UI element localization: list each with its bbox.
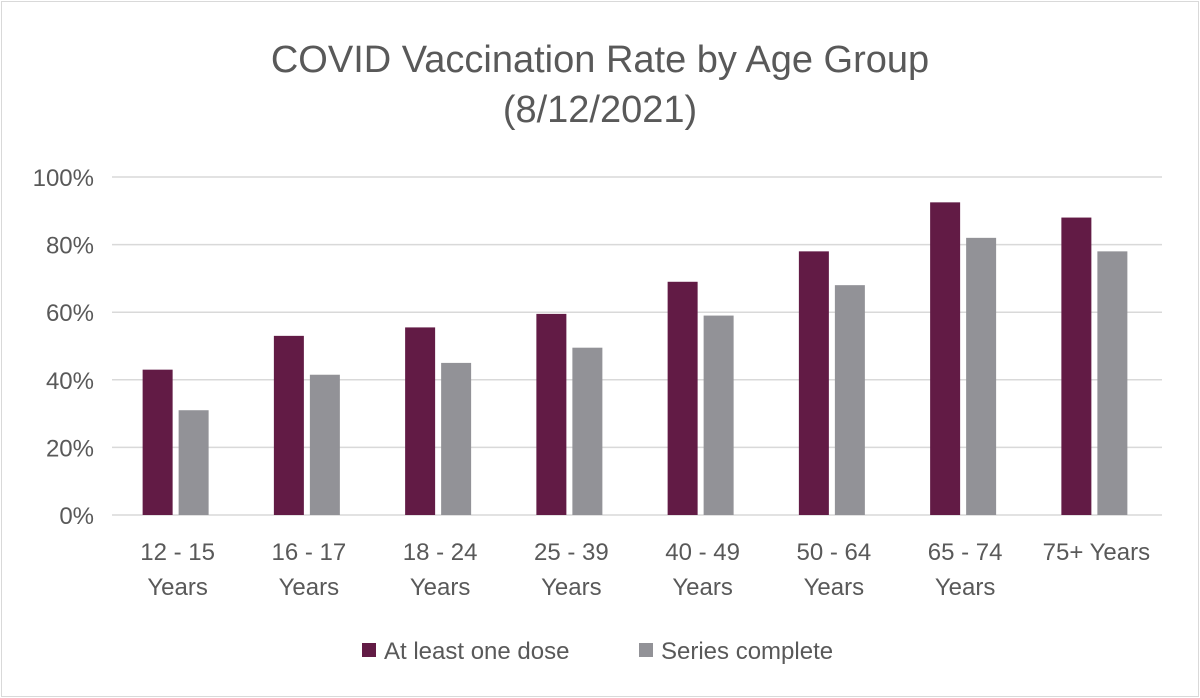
x-tick-label-1-line-0: 16 - 17 [272, 539, 347, 566]
bar-series-complete-5 [834, 285, 865, 515]
bar-at-least-one-dose-3 [536, 313, 567, 515]
x-tick-label-4-line-1: Years [672, 574, 733, 601]
x-tick-label-1-line-1: Years [279, 574, 340, 601]
x-tick-label-6-line-1: Years [935, 574, 996, 601]
y-tick-label-0: 0% [59, 503, 94, 530]
legend-swatch-0 [362, 643, 376, 657]
bar-at-least-one-dose-7 [1061, 217, 1092, 515]
x-tick-label-5-line-1: Years [804, 574, 865, 601]
chart-title: COVID Vaccination Rate by Age Group (8/1… [271, 39, 929, 131]
x-tick-label-6-line-0: 65 - 74 [928, 539, 1003, 566]
x-tick-label-4-line-0: 40 - 49 [665, 539, 740, 566]
bar-at-least-one-dose-1 [273, 335, 304, 515]
bar-at-least-one-dose-6 [930, 202, 961, 515]
x-tick-label-0-line-0: 12 - 15 [140, 539, 215, 566]
bar-at-least-one-dose-2 [405, 327, 436, 515]
bar-series-complete-0 [178, 410, 209, 515]
legend: At least one dose Series complete [362, 638, 833, 665]
y-axis-tick-labels: 0% 20% 40% 60% 80% 100% [33, 165, 94, 530]
y-tick-label-40: 40% [46, 368, 94, 395]
y-tick-label-100: 100% [33, 165, 94, 192]
x-tick-label-0-line-1: Years [147, 574, 208, 601]
x-tick-label-3-line-1: Years [541, 574, 602, 601]
y-tick-label-60: 60% [46, 300, 94, 327]
bar-series-complete-1 [309, 374, 340, 515]
legend-swatch-1 [639, 643, 653, 657]
bar-series-complete-2 [441, 362, 472, 515]
bars [142, 202, 1128, 516]
bar-at-least-one-dose-0 [142, 369, 173, 515]
x-axis-tick-labels: 12 - 15 Years 16 - 17 Years 18 - 24 Years 25 -… [140, 539, 1150, 601]
x-tick-label-2-line-0: 18 - 24 [403, 539, 478, 566]
y-tick-label-80: 80% [46, 233, 94, 260]
chart-title-line-2: (8/12/2021) [503, 89, 697, 131]
x-tick-label-5-line-0: 50 - 64 [797, 539, 872, 566]
y-tick-label-20: 20% [46, 435, 94, 462]
x-tick-label-3-line-0: 25 - 39 [534, 539, 609, 566]
bar-series-complete-7 [1097, 251, 1128, 516]
bar-at-least-one-dose-4 [667, 281, 698, 515]
gridlines [112, 176, 1162, 516]
x-tick-label-2-line-1: Years [410, 574, 471, 601]
bar-series-complete-4 [703, 315, 734, 515]
legend-label-1: Series complete [661, 638, 833, 665]
x-tick-label-7-line-0: 75+ Years [1043, 539, 1150, 566]
bar-series-complete-6 [966, 237, 997, 515]
chart-title-line-1: COVID Vaccination Rate by Age Group [271, 39, 929, 81]
bar-at-least-one-dose-5 [798, 251, 829, 516]
legend-label-0: At least one dose [384, 638, 569, 665]
bar-series-complete-3 [572, 347, 603, 515]
